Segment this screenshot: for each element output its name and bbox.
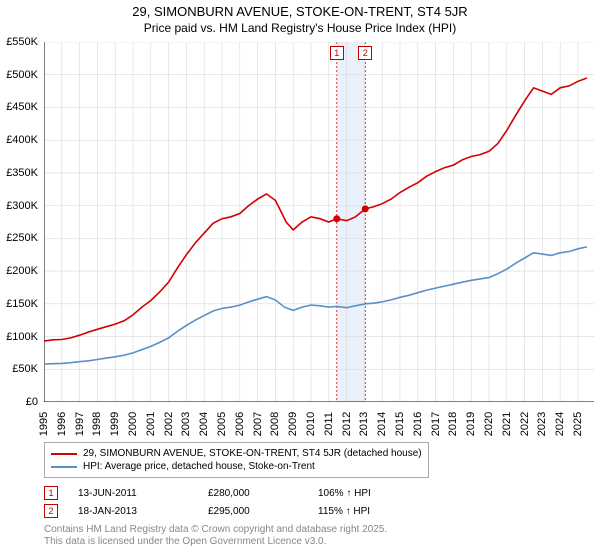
chart-plot [44,42,594,402]
sale-price: £295,000 [208,506,318,517]
x-axis-labels: 1995199619971998199920002001200220032004… [44,404,594,438]
sale-price: £280,000 [208,488,318,499]
y-tick-label: £0 [26,396,38,408]
y-tick-label: £550K [6,36,38,48]
footer: Contains HM Land Registry data © Crown c… [44,524,387,548]
sale-marker-badge: 2 [44,504,58,518]
y-tick-label: £50K [12,363,38,375]
x-tick-label: 2005 [216,412,228,436]
chart-container: 29, SIMONBURN AVENUE, STOKE-ON-TRENT, ST… [0,0,600,560]
y-tick-label: £300K [6,200,38,212]
x-tick-label: 2021 [501,412,513,436]
sale-marker-label: 2 [358,46,372,60]
x-tick-label: 2018 [447,412,459,436]
x-tick-label: 2009 [287,412,299,436]
legend-label: 29, SIMONBURN AVENUE, STOKE-ON-TRENT, ST… [83,448,422,459]
x-tick-label: 2022 [519,412,531,436]
y-tick-label: £150K [6,298,38,310]
y-tick-label: £400K [6,134,38,146]
chart-title-line2: Price paid vs. HM Land Registry's House … [0,19,600,35]
sale-pct: 115% ↑ HPI [318,506,398,517]
x-tick-label: 1995 [38,412,50,436]
sale-date: 18-JAN-2013 [78,506,208,517]
x-tick-label: 2023 [536,412,548,436]
x-tick-label: 2020 [483,412,495,436]
x-tick-label: 1996 [56,412,68,436]
y-tick-label: £350K [6,167,38,179]
x-tick-label: 2015 [394,412,406,436]
y-tick-label: £500K [6,69,38,81]
x-tick-label: 2008 [269,412,281,436]
sales-table: 1 13-JUN-2011 £280,000 106% ↑ HPI 2 18-J… [44,484,398,520]
legend-label: HPI: Average price, detached house, Stok… [83,461,315,472]
table-row: 2 18-JAN-2013 £295,000 115% ↑ HPI [44,502,398,520]
legend-item: 29, SIMONBURN AVENUE, STOKE-ON-TRENT, ST… [51,447,422,460]
x-tick-label: 2019 [465,412,477,436]
y-axis-labels: £0£50K£100K£150K£200K£250K£300K£350K£400… [0,42,42,402]
y-tick-label: £250K [6,232,38,244]
x-tick-label: 1999 [109,412,121,436]
legend-swatch [51,466,77,468]
x-tick-label: 2001 [145,412,157,436]
x-tick-label: 2025 [572,412,584,436]
x-tick-label: 1998 [91,412,103,436]
x-tick-label: 1997 [74,412,86,436]
x-tick-label: 2004 [198,412,210,436]
table-row: 1 13-JUN-2011 £280,000 106% ↑ HPI [44,484,398,502]
x-tick-label: 2013 [358,412,370,436]
sale-marker-label: 1 [330,46,344,60]
sale-marker-badge: 1 [44,486,58,500]
y-tick-label: £450K [6,101,38,113]
x-tick-label: 2002 [163,412,175,436]
legend: 29, SIMONBURN AVENUE, STOKE-ON-TRENT, ST… [44,442,429,478]
legend-item: HPI: Average price, detached house, Stok… [51,460,422,473]
legend-swatch [51,453,77,455]
footer-line2: This data is licensed under the Open Gov… [44,536,387,548]
y-tick-label: £200K [6,265,38,277]
x-tick-label: 2000 [127,412,139,436]
x-tick-label: 2010 [305,412,317,436]
sale-pct: 106% ↑ HPI [318,488,398,499]
x-tick-label: 2006 [234,412,246,436]
x-tick-label: 2016 [412,412,424,436]
x-tick-label: 2003 [180,412,192,436]
chart-title-line1: 29, SIMONBURN AVENUE, STOKE-ON-TRENT, ST… [0,0,600,19]
x-tick-label: 2012 [341,412,353,436]
x-tick-label: 2007 [252,412,264,436]
x-tick-label: 2014 [376,412,388,436]
x-tick-label: 2017 [430,412,442,436]
x-tick-label: 2024 [554,412,566,436]
x-tick-label: 2011 [323,412,335,436]
footer-line1: Contains HM Land Registry data © Crown c… [44,524,387,536]
y-tick-label: £100K [6,331,38,343]
sale-date: 13-JUN-2011 [78,488,208,499]
